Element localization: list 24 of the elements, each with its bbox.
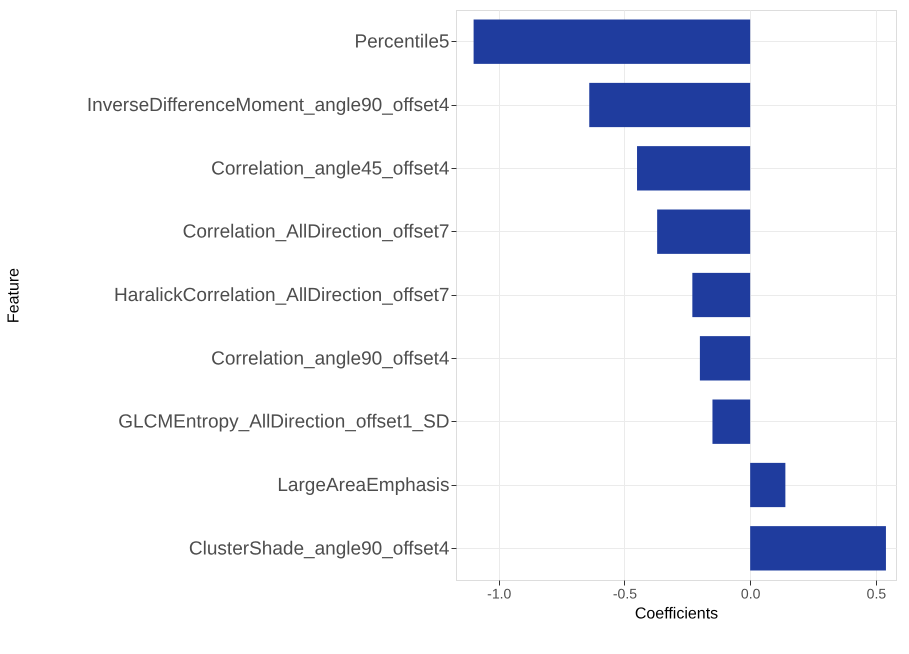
y-tick-label: LargeAreaEmphasis [277, 475, 450, 496]
y-tick-label: ClusterShade_angle90_offset4 [188, 538, 450, 560]
bar [589, 82, 750, 128]
y-tick-label: HaralickCorrelation_AllDirection_offset7 [114, 285, 450, 306]
y-tick-label: Percentile5 [354, 32, 450, 53]
y-axis-title: Feature [6, 268, 22, 324]
y-tick-label: Correlation_angle90_offset4 [211, 348, 450, 370]
x-tick-label: 0.5 [866, 586, 886, 602]
y-tick-label: Correlation_angle45_offset4 [211, 158, 450, 180]
x-tick-label: 0.0 [740, 586, 761, 602]
y-tick-label: GLCMEntropy_AllDirection_offset1_SD [118, 412, 450, 433]
y-tick-label: InverseDifferenceMoment_angle90_offset4 [86, 95, 450, 116]
x-axis-title: Coefficients [634, 606, 718, 622]
bar [692, 272, 750, 318]
bar [750, 526, 886, 570]
x-tick-label: -1.0 [487, 586, 512, 602]
bar [474, 20, 750, 64]
bar [657, 210, 750, 254]
y-tick-label: Correlation_AllDirection_offset7 [182, 222, 450, 243]
bar [712, 400, 750, 444]
x-tick-label: -0.5 [612, 586, 638, 602]
bar [700, 336, 750, 380]
bar [750, 462, 786, 508]
bar [637, 146, 750, 190]
